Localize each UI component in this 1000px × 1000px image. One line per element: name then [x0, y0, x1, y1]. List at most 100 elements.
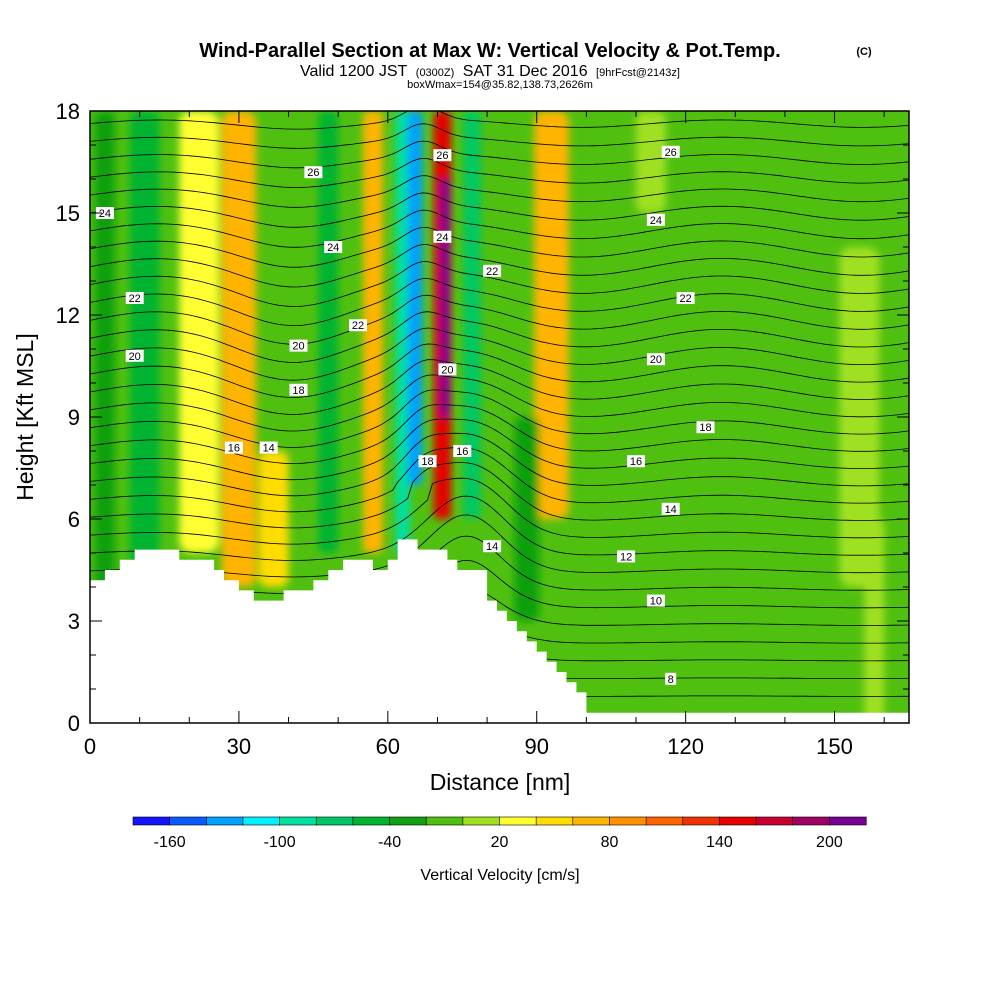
svg-text:14: 14 — [665, 504, 677, 516]
isentrope-label: 24 — [324, 241, 343, 254]
isentrope-label: 16 — [453, 445, 472, 458]
colorbar-swatch — [132, 816, 171, 826]
x-tick-label: 0 — [84, 734, 96, 759]
colorbar-swatch — [535, 816, 574, 826]
colorbar-tick-label: 140 — [706, 834, 733, 851]
box-wmax-info: boxWmax=154@35.82,138.73,2626m — [407, 79, 593, 91]
svg-text:16: 16 — [228, 443, 240, 455]
valid-date: SAT 31 Dec 2016 — [463, 63, 588, 80]
isentrope-label: 16 — [224, 441, 243, 455]
svg-text:14: 14 — [486, 541, 498, 553]
colorbar-swatch — [206, 816, 244, 826]
colorbar-swatch — [315, 816, 354, 826]
velocity-band-10 — [440, 179, 450, 417]
velocity-band-1 — [129, 111, 160, 587]
velocity-band-14 — [636, 111, 666, 213]
isentrope-line — [90, 111, 909, 130]
isentrope-label: 24 — [433, 230, 452, 244]
isentrope-label: 22 — [125, 292, 144, 305]
svg-text:16: 16 — [630, 456, 642, 468]
y-tick-label: 15 — [56, 201, 80, 226]
svg-text:22: 22 — [486, 266, 498, 278]
valid-time-line: Valid 1200 JST (0300Z) SAT 31 Dec 2016 [… — [300, 63, 680, 80]
isentrope-label: 24 — [95, 207, 114, 220]
x-tick-label: 60 — [376, 734, 400, 759]
axes-ticks: 0 30 60 90 120 150 0 3 6 9 12 15 18 — [56, 99, 909, 759]
velocity-band-6 — [363, 111, 383, 553]
isentrope-line — [90, 278, 909, 327]
colorbar-swatch — [279, 816, 317, 826]
x-tick-label: 90 — [524, 734, 548, 759]
isentrope-line — [90, 175, 909, 208]
colorbar-swatch — [389, 816, 427, 826]
isentrope-label: 8 — [665, 672, 677, 686]
colorbar-swatch — [572, 816, 611, 826]
colorbar-tick-label: -160 — [154, 834, 186, 851]
copyright-mark: (C) — [856, 46, 872, 58]
svg-text:12: 12 — [620, 551, 632, 563]
svg-text:24: 24 — [436, 232, 448, 244]
isentrope-line — [90, 157, 909, 188]
isentrope-label: 26 — [304, 166, 323, 179]
svg-text:16: 16 — [456, 446, 468, 458]
isentrope-label: 22 — [676, 292, 695, 305]
svg-text:26: 26 — [307, 167, 319, 179]
svg-text:18: 18 — [699, 422, 711, 434]
chart-title: Wind-Parallel Section at Max W: Vertical… — [199, 40, 780, 62]
isentrope-label: 18 — [696, 421, 715, 434]
svg-text:20: 20 — [292, 341, 304, 353]
colorbar-tick-label: 20 — [491, 834, 509, 851]
colorbar-swatch — [755, 816, 794, 826]
isentrope-line — [90, 294, 909, 345]
velocity-band-16 — [864, 519, 885, 723]
colorbar-swatch — [792, 816, 830, 826]
isentrope-line — [90, 462, 909, 529]
isentrope-line — [90, 244, 909, 288]
svg-text:26: 26 — [436, 150, 448, 162]
isentrope-label: 12 — [617, 550, 636, 563]
isentrope-label: 18 — [418, 455, 437, 468]
svg-text:18: 18 — [292, 385, 304, 397]
isentrope-label: 10 — [646, 594, 665, 608]
isentrope-label: 22 — [483, 264, 502, 278]
isentrope-label: 24 — [646, 213, 665, 227]
y-axis-label: Height [Kft MSL] — [12, 333, 38, 500]
colorbar-swatch — [719, 816, 757, 826]
isentrope-label: 20 — [438, 363, 457, 376]
svg-text:22: 22 — [352, 320, 364, 332]
x-tick-label: 150 — [816, 734, 853, 759]
isentrope-label: 18 — [289, 383, 308, 397]
y-tick-label: 0 — [68, 711, 80, 736]
colorbar-swatch — [609, 816, 647, 826]
valid-zulu: (0300Z) — [416, 67, 455, 79]
terrain-mask — [90, 539, 909, 723]
isentrope-line — [90, 123, 909, 149]
isentrope-label: 14 — [661, 502, 680, 516]
y-tick-label: 12 — [56, 303, 80, 328]
velocity-band-12 — [534, 111, 569, 519]
colorbar-tick-label: 80 — [601, 834, 619, 851]
isentrope-label: 14 — [259, 441, 278, 455]
isentrope-labels: 24 22 20 26 24 22 20 18 16 14 26 24 22 20 18 16 14 26 24 22… — [95, 145, 715, 686]
isentrope-label: 14 — [483, 540, 502, 553]
svg-text:20: 20 — [650, 354, 662, 366]
isentrope-line — [90, 343, 909, 398]
isentrope-line — [90, 192, 909, 228]
svg-text:24: 24 — [99, 208, 111, 220]
y-tick-label: 9 — [68, 405, 80, 430]
velocity-band-5 — [318, 111, 339, 553]
svg-text:14: 14 — [263, 443, 275, 455]
isentrope-label: 22 — [349, 319, 367, 332]
isentrope-line — [90, 140, 909, 169]
isentrope-line — [90, 477, 909, 545]
colorbar-label: Vertical Velocity [cm/s] — [420, 867, 579, 884]
valid-time: Valid 1200 JST — [300, 63, 408, 80]
colorbar-tick-label: 200 — [816, 834, 843, 851]
svg-text:24: 24 — [650, 215, 662, 227]
colorbar-swatch — [829, 816, 867, 826]
isentrope-label: 16 — [627, 455, 645, 468]
svg-text:22: 22 — [679, 293, 691, 305]
isentrope-line — [90, 389, 909, 448]
isentrope-line — [90, 261, 909, 307]
